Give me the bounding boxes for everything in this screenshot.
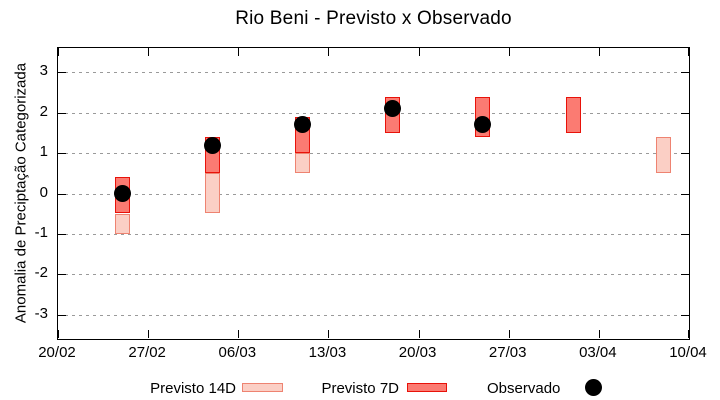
y-axis-tick — [58, 153, 66, 154]
chart-title: Rio Beni - Previsto x Observado — [235, 8, 512, 29]
legend-label-observado: Observado — [487, 380, 561, 397]
y-axis-tick-right — [681, 72, 689, 73]
x-axis-tick — [509, 330, 510, 338]
observado-point — [204, 137, 221, 154]
gridline — [58, 194, 689, 195]
y-tick-label: -3 — [34, 304, 48, 322]
y-axis-tick — [58, 274, 66, 275]
legend-label-previsto-7d: Previsto 7D — [321, 380, 399, 397]
x-axis-tick-top — [419, 48, 420, 56]
gridline — [58, 274, 689, 275]
legend-label-previsto-14d: Previsto 14D — [150, 380, 236, 397]
y-tick-label: -2 — [34, 264, 48, 282]
x-tick-label: 27/02 — [128, 344, 166, 361]
x-axis-tick-top — [509, 48, 510, 56]
x-tick-label: 13/03 — [308, 344, 347, 361]
y-axis-tick — [58, 234, 66, 235]
y-axis-tick-right — [681, 274, 689, 275]
legend-marker-observado-icon — [585, 379, 602, 396]
bar-p7 — [566, 97, 581, 133]
gridline — [58, 234, 689, 235]
plot-area — [57, 47, 690, 340]
y-axis-tick-right — [681, 315, 689, 316]
x-axis-tick-top — [58, 48, 59, 56]
bar-p14 — [115, 214, 130, 234]
y-axis-tick-right — [681, 234, 689, 235]
y-axis-tick — [58, 194, 66, 195]
x-tick-label: 06/03 — [218, 344, 257, 361]
x-axis-tick-top — [599, 48, 600, 56]
x-tick-label: 20/03 — [398, 344, 437, 361]
x-axis-tick — [599, 330, 600, 338]
y-axis-tick-right — [681, 153, 689, 154]
x-axis-tick — [688, 330, 689, 338]
legend-swatch-previsto-7d — [407, 383, 447, 392]
observado-point — [114, 185, 131, 202]
bar-p14 — [656, 137, 671, 173]
x-axis-tick-top — [328, 48, 329, 56]
y-axis-tick-right — [681, 194, 689, 195]
y-axis-tick — [58, 113, 66, 114]
x-axis-tick-top — [238, 48, 239, 56]
y-axis-tick-right — [681, 113, 689, 114]
y-tick-label: 0 — [39, 183, 48, 201]
x-tick-label: 27/03 — [488, 344, 527, 361]
observado-point — [294, 116, 311, 133]
gridline — [58, 315, 689, 316]
y-tick-label: 3 — [39, 62, 48, 80]
y-tick-label: -1 — [34, 223, 48, 241]
observado-point — [384, 100, 401, 117]
x-tick-label: 20/02 — [38, 344, 76, 361]
x-axis-tick — [238, 330, 239, 338]
gridline — [58, 153, 689, 154]
x-axis-tick — [58, 330, 59, 338]
x-axis-tick — [419, 330, 420, 338]
x-tick-label: 10/04 — [669, 344, 707, 361]
x-tick-label: 03/04 — [579, 344, 617, 361]
x-axis-tick — [148, 330, 149, 338]
gridline — [58, 72, 689, 73]
y-tick-label: 1 — [39, 143, 48, 161]
y-axis-tick — [58, 315, 66, 316]
gridline — [58, 113, 689, 114]
legend-swatch-previsto-14d — [242, 383, 283, 392]
bar-p14 — [295, 153, 310, 173]
y-tick-label: 2 — [39, 102, 48, 120]
x-axis-tick-top — [148, 48, 149, 56]
bar-p14 — [205, 173, 220, 213]
x-axis-tick-top — [688, 48, 689, 56]
observado-point — [474, 116, 491, 133]
x-axis-tick — [328, 330, 329, 338]
y-axis-tick — [58, 72, 66, 73]
